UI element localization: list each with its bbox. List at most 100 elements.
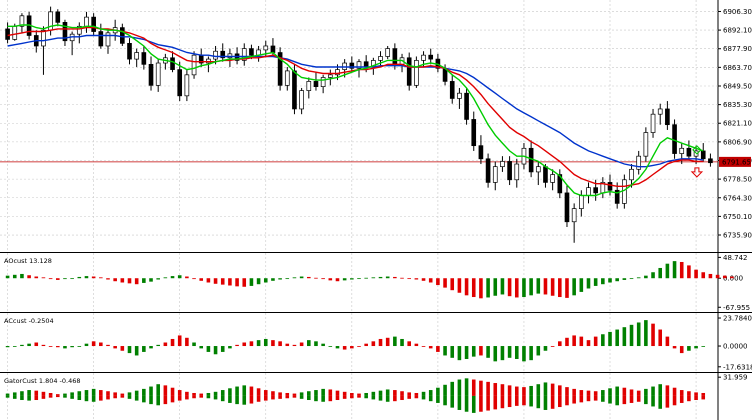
histogram-bar <box>91 276 96 279</box>
histogram-bar <box>636 322 641 347</box>
candle-body <box>284 70 290 86</box>
gator-lower-bar <box>77 395 82 401</box>
candle-body <box>629 168 634 181</box>
histogram-bar <box>84 343 89 347</box>
candle <box>299 87 304 115</box>
gator-lower-bar <box>629 395 634 403</box>
gator-lower-bar <box>679 395 684 403</box>
gator-lower-bar <box>522 395 526 406</box>
gator-lower-bar <box>644 395 648 405</box>
histogram-bar <box>529 346 533 361</box>
gator-lower-bar <box>371 395 376 400</box>
histogram-bar <box>550 346 555 347</box>
gator-upper-bar <box>84 390 89 396</box>
histogram-bar <box>70 278 74 280</box>
gator-upper-bar <box>658 384 663 396</box>
gator-lower-bar <box>493 395 498 410</box>
gator-upper-bar <box>371 391 376 396</box>
histogram-bar <box>393 336 397 347</box>
gator-lower-bar <box>5 395 10 398</box>
histogram-bar <box>364 277 368 279</box>
y-tick-label: 6892.10 <box>723 27 752 35</box>
histogram-bar <box>529 278 533 296</box>
gator-upper-bar <box>586 390 591 396</box>
gator-upper-bar <box>679 390 684 396</box>
gator-upper-bar <box>694 392 698 396</box>
candle <box>76 22 82 44</box>
y-tick-label: 31.959 <box>723 374 748 382</box>
candle-body <box>335 69 340 76</box>
candle <box>586 182 591 204</box>
histogram-bar <box>500 278 505 295</box>
candle <box>306 77 312 99</box>
gator-lower-bar <box>651 395 655 407</box>
histogram-bar <box>185 337 189 347</box>
histogram-bar <box>479 278 483 299</box>
gator-upper-bar <box>314 390 318 396</box>
histogram-bar <box>558 278 562 298</box>
gator-lower-bar <box>84 395 89 402</box>
candle-body <box>500 161 505 168</box>
histogram-bar <box>48 278 53 280</box>
gator-lower-bar <box>536 395 541 409</box>
gator-upper-bar <box>672 387 677 396</box>
candle <box>241 43 247 66</box>
histogram-bar <box>321 278 325 280</box>
candle <box>643 127 649 162</box>
candle-body <box>170 57 175 70</box>
histogram-bar <box>608 278 612 283</box>
histogram-bar <box>163 277 168 279</box>
candle-body <box>306 81 312 91</box>
candle <box>284 66 290 91</box>
gator-upper-bar <box>665 385 670 396</box>
candle <box>177 61 183 102</box>
histogram-bar <box>443 346 447 356</box>
histogram-bar <box>292 344 297 347</box>
candle-body <box>421 54 426 61</box>
histogram-bar <box>12 346 17 347</box>
gator-lower-bar <box>558 395 562 408</box>
gator-upper-bar <box>321 388 325 396</box>
gator-upper-bar <box>342 391 347 396</box>
histogram-bar <box>507 278 512 297</box>
candle <box>629 164 634 188</box>
gator-lower-bar <box>228 395 232 403</box>
candle-body <box>91 16 96 32</box>
gator-lower-bar <box>615 395 619 406</box>
histogram-bar <box>715 274 720 279</box>
y-tick-label: 6778.50 <box>723 176 752 184</box>
gator-upper-bar <box>12 392 17 396</box>
candle-body <box>643 132 649 157</box>
candle <box>313 72 319 91</box>
gator-upper-bar <box>558 385 562 396</box>
gator-lower-bar <box>106 395 110 400</box>
gator-lower-bar <box>271 395 275 400</box>
gator-lower-bar <box>385 395 390 402</box>
candle <box>564 185 570 228</box>
candle-body <box>571 208 577 223</box>
histogram-bar <box>20 344 24 347</box>
candle-body <box>679 147 685 154</box>
histogram-bar <box>687 346 691 351</box>
histogram-bar <box>514 278 519 298</box>
gator-lower-bar <box>113 395 117 399</box>
candle <box>184 69 190 102</box>
gator-lower-bar <box>285 395 290 399</box>
histogram-bar <box>307 340 311 347</box>
histogram-bar <box>385 276 390 279</box>
gator-lower-bar <box>134 395 139 401</box>
histogram-bar <box>644 275 648 279</box>
gator-lower-bar <box>99 395 103 401</box>
gator-upper-bar <box>299 392 304 396</box>
candle-body <box>62 22 68 42</box>
gator-upper-bar <box>185 391 189 396</box>
y-tick-label: 6835.30 <box>723 101 752 109</box>
gator-lower-bar <box>665 395 670 408</box>
histogram-bar <box>192 278 196 280</box>
histogram-bar <box>63 278 67 280</box>
candle <box>127 38 132 65</box>
candle-body <box>708 158 713 164</box>
histogram-bar <box>514 346 519 359</box>
gator-lower-bar <box>314 395 318 402</box>
histogram-bar <box>48 346 53 347</box>
